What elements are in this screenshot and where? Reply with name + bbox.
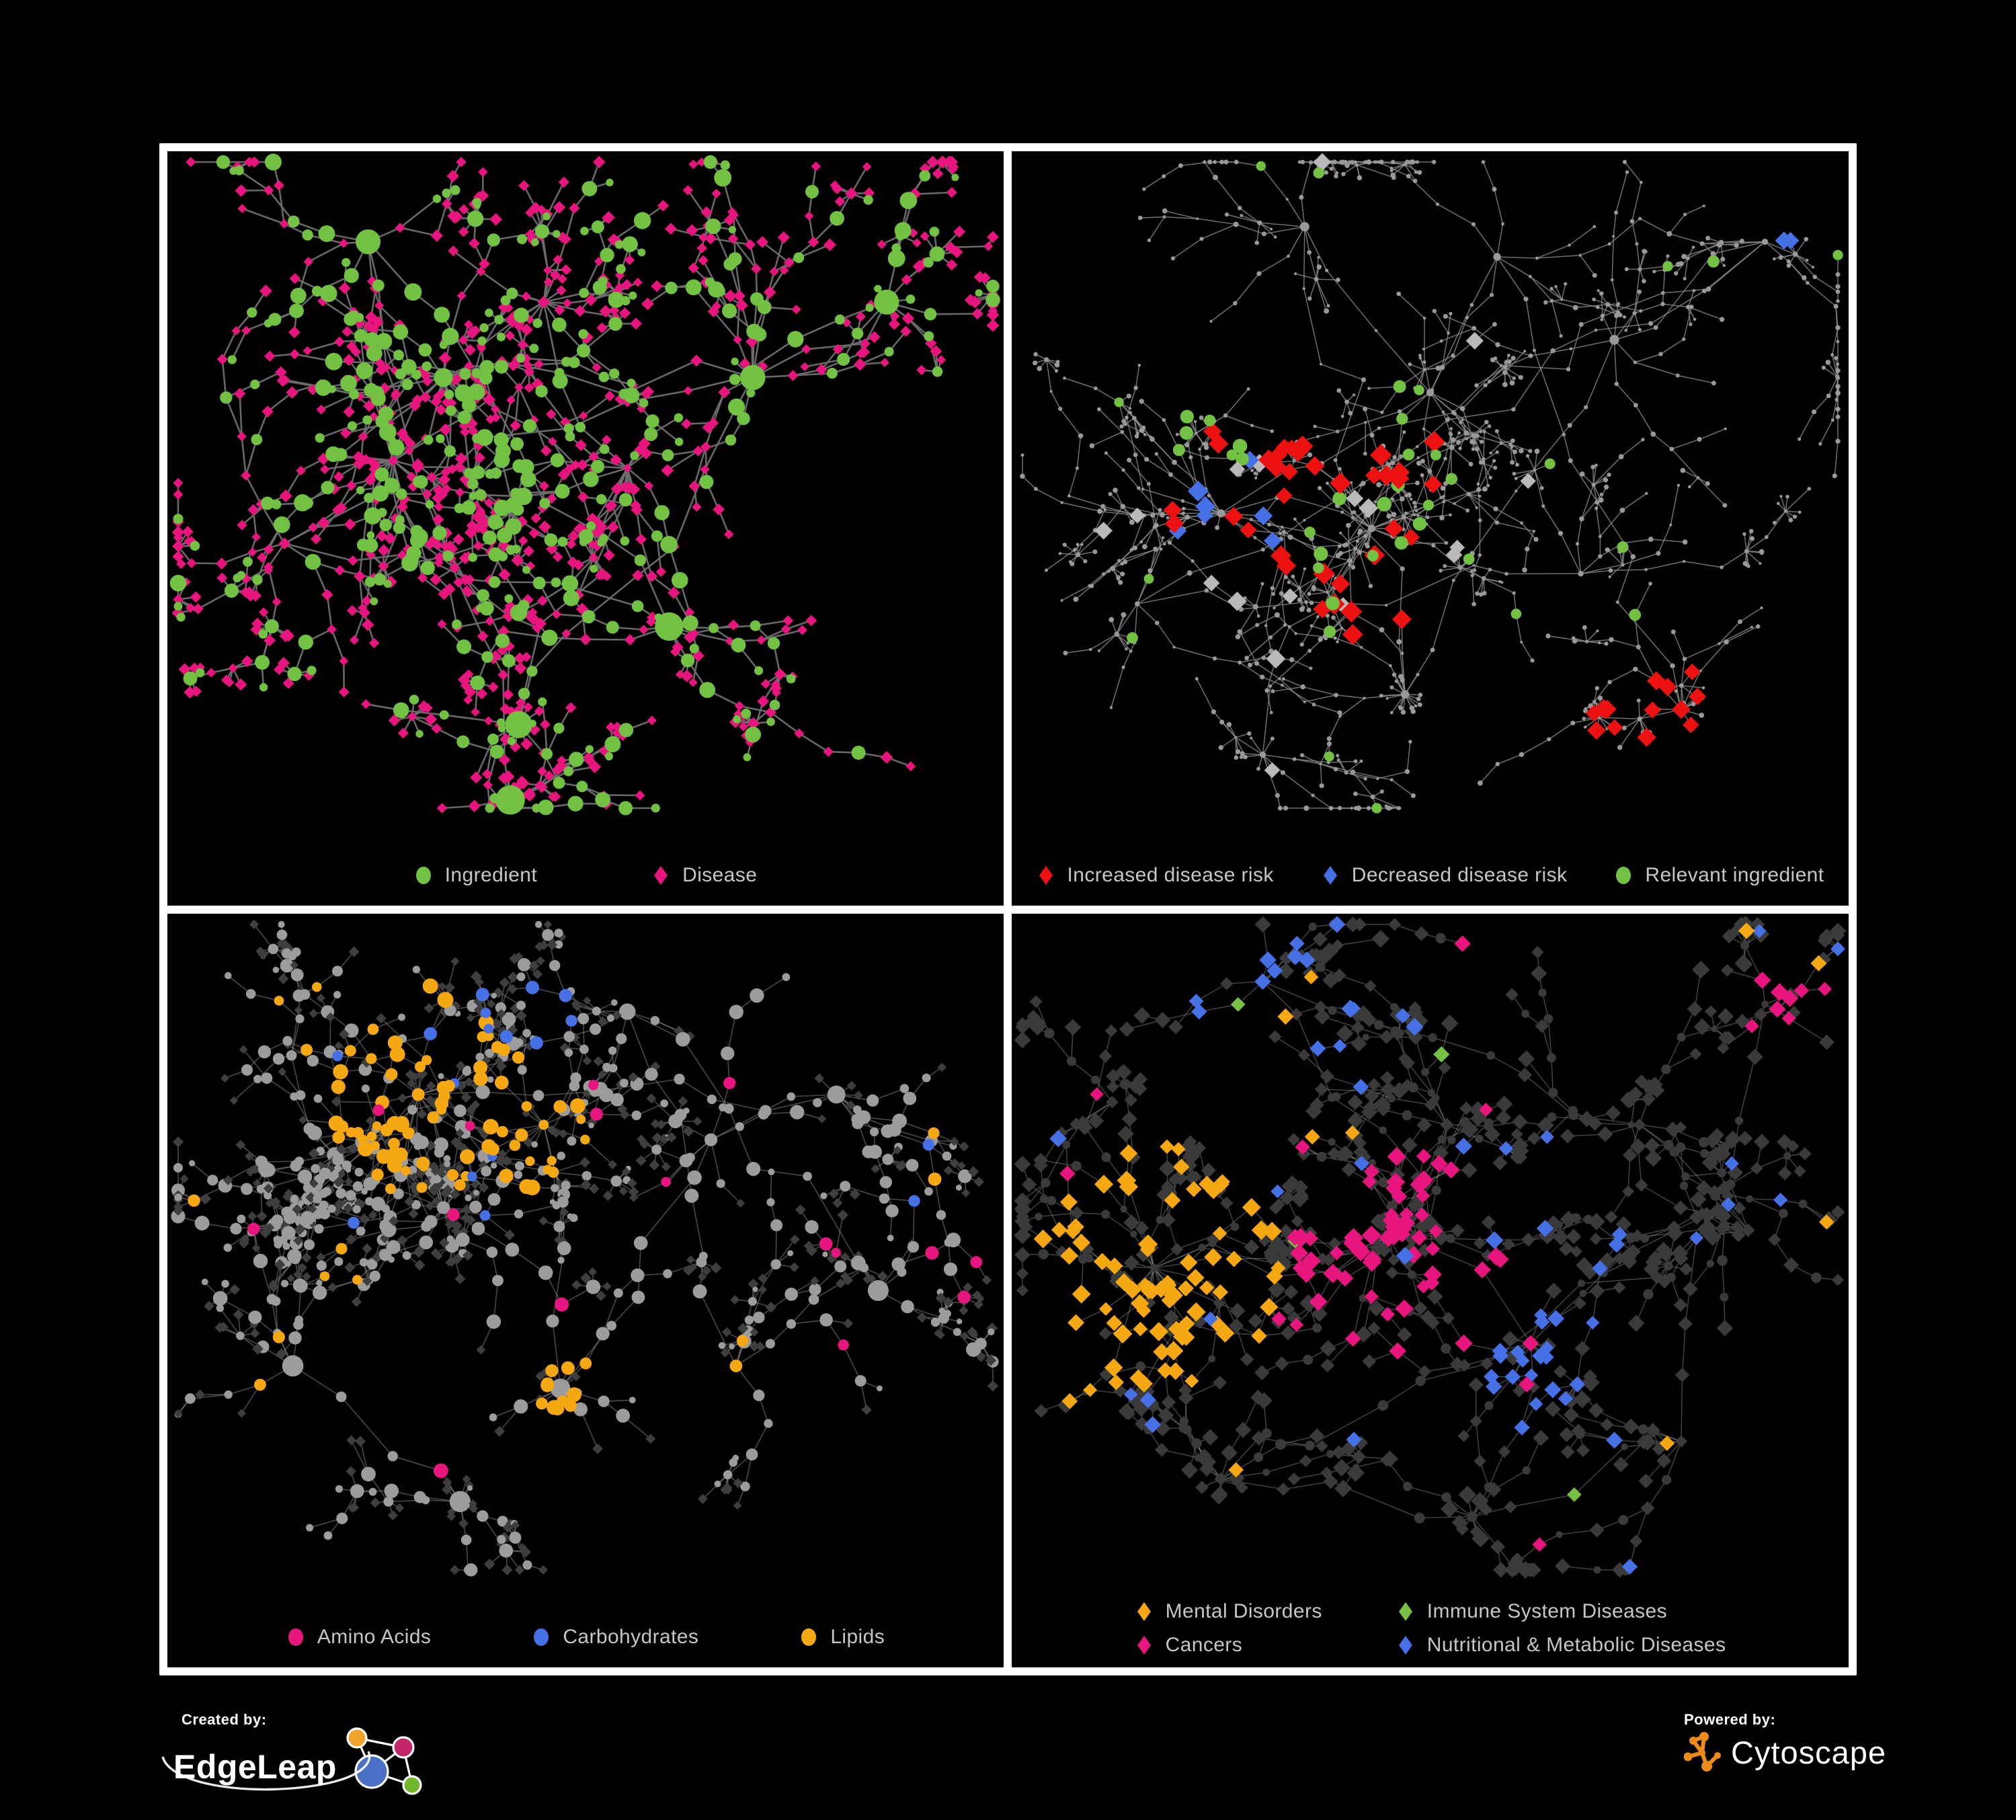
legend-label: Relevant ingredient xyxy=(1645,864,1824,886)
legend-item-carbohydrates: Carbohydrates xyxy=(532,1626,698,1649)
legend-label: Lipids xyxy=(830,1626,885,1648)
legend-item-amino-acids: Amino Acids xyxy=(286,1626,431,1649)
node-layer-base xyxy=(171,919,999,1577)
edgeleap-wordmark: EdgeLeap xyxy=(173,1748,337,1786)
legend-item-nutritional-metabolic-diseases: Nutritional & Metabolic Diseases xyxy=(1396,1634,1726,1657)
diamond-swatch-icon xyxy=(1039,866,1053,885)
diamond-swatch-icon xyxy=(1137,1602,1151,1621)
circle-swatch-icon xyxy=(1616,867,1631,884)
legend-item-decreased-risk: Decreased disease risk xyxy=(1321,864,1568,887)
cytoscape-branding: Powered by: Cytoscape xyxy=(1684,1711,1886,1773)
panel-compound-classes: Amino Acids Carbohydrates Lipids xyxy=(167,914,1004,1667)
panel-ingredient-disease: Ingredient Disease xyxy=(167,151,1004,906)
cytoscape-wordmark: Cytoscape xyxy=(1731,1734,1887,1770)
circle-swatch-icon xyxy=(534,1628,549,1646)
network-disease-categories xyxy=(1014,916,1847,1579)
legend-disease-categories: Mental Disorders Immune System Diseases Ca… xyxy=(1012,1600,1849,1657)
legend-label: Disease xyxy=(682,864,758,886)
network-compound-classes xyxy=(171,919,999,1577)
created-by-label: Created by: xyxy=(182,1711,267,1728)
legend-item-increased-risk: Increased disease risk xyxy=(1037,864,1274,887)
node-layer-base xyxy=(1020,159,1841,811)
network-ingredient-disease xyxy=(169,153,1000,816)
powered-by-label: Powered by: xyxy=(1684,1711,1776,1728)
legend-item-lipids: Lipids xyxy=(799,1626,885,1649)
legend-label: Amino Acids xyxy=(317,1626,432,1648)
legend-item-immune-system-diseases: Immune System Diseases xyxy=(1396,1600,1726,1623)
panel-disease-categories: Mental Disorders Immune System Diseases Ca… xyxy=(1012,914,1849,1667)
legend-label: Immune System Diseases xyxy=(1426,1600,1667,1622)
legend-compound-classes: Amino Acids Carbohydrates Lipids xyxy=(167,1626,1004,1649)
edgeleap-logo-icon xyxy=(346,1727,422,1795)
diamond-swatch-icon xyxy=(1323,866,1337,885)
legend-label: Carbohydrates xyxy=(563,1626,699,1648)
legend-label: Ingredient xyxy=(444,864,538,886)
legend-label: Cancers xyxy=(1165,1634,1243,1656)
legend-label: Decreased disease risk xyxy=(1351,864,1568,886)
legend-item-mental-disorders: Mental Disorders xyxy=(1135,1600,1322,1623)
legend-disease-risk: Increased disease risk Decreased disease … xyxy=(1012,864,1849,887)
node-layer-highlight xyxy=(188,978,983,1478)
network-disease-risk xyxy=(1020,153,1843,814)
legend-label: Increased disease risk xyxy=(1067,864,1274,886)
legend-item-relevant-ingredient: Relevant ingredient xyxy=(1614,864,1824,887)
legend-item-disease: Disease xyxy=(651,864,757,887)
legend-item-ingredient: Ingredient xyxy=(414,864,537,887)
diamond-swatch-icon xyxy=(1137,1636,1151,1655)
legend-label: Mental Disorders xyxy=(1165,1600,1322,1622)
node-layer-highlight xyxy=(169,153,1000,816)
edgeleap-branding: Created by: EdgeLeap xyxy=(161,1711,434,1804)
legend-label: Nutritional & Metabolic Diseases xyxy=(1426,1634,1726,1656)
legend-item-cancers: Cancers xyxy=(1135,1634,1322,1657)
legend-ingredient-disease: Ingredient Disease xyxy=(167,864,1004,887)
diamond-swatch-icon xyxy=(654,866,668,885)
diamond-swatch-icon xyxy=(1398,1602,1412,1621)
node-layer-highlight xyxy=(1094,153,1843,814)
panel-grid: Ingredient Disease Increased disease risk… xyxy=(159,143,1857,1675)
panel-disease-risk: Increased disease risk Decreased disease … xyxy=(1012,151,1849,906)
circle-swatch-icon xyxy=(801,1628,817,1646)
cytoscape-logo-icon xyxy=(1684,1732,1721,1772)
circle-swatch-icon xyxy=(415,867,431,884)
diamond-swatch-icon xyxy=(1398,1636,1412,1655)
circle-swatch-icon xyxy=(288,1628,303,1646)
